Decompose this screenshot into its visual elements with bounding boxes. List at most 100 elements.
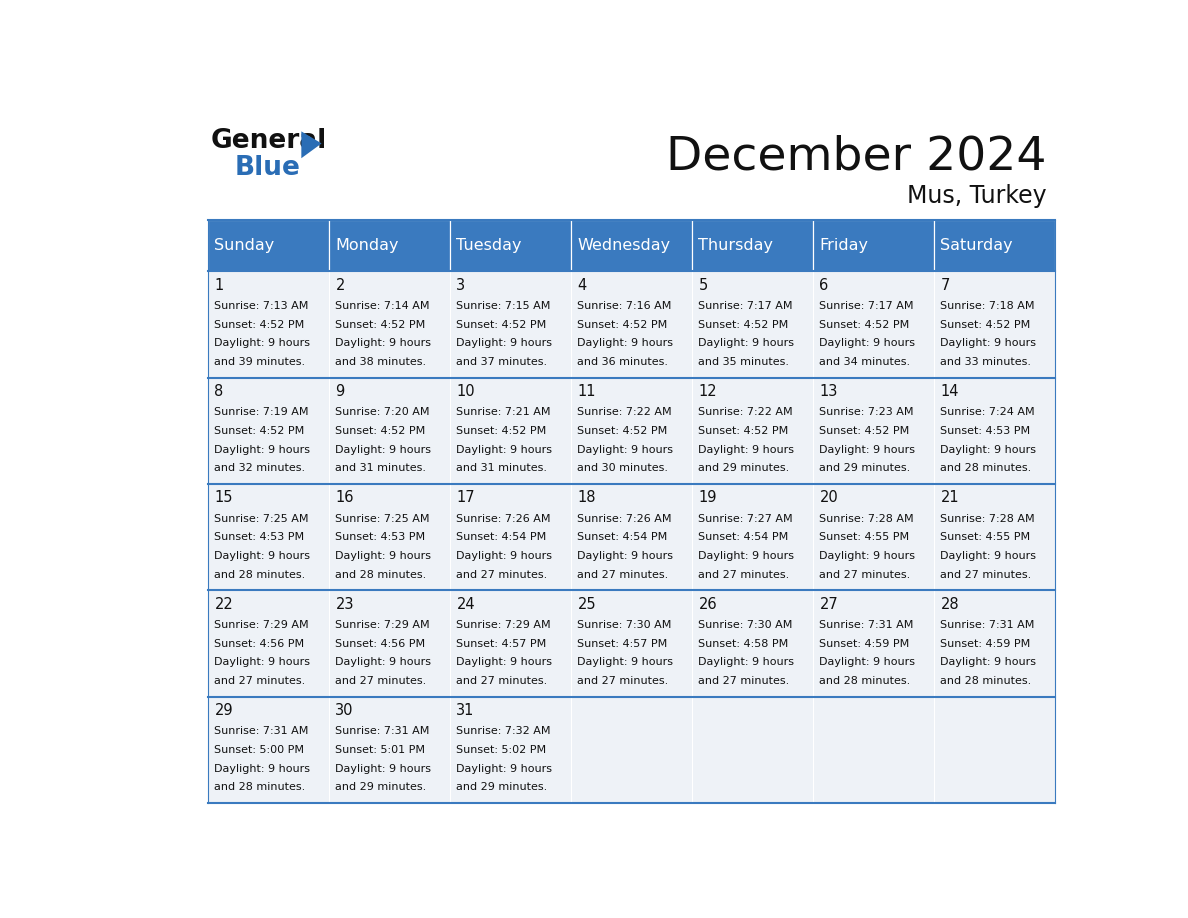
Text: Saturday: Saturday — [941, 238, 1013, 253]
Text: and 27 minutes.: and 27 minutes. — [577, 676, 669, 686]
Text: and 39 minutes.: and 39 minutes. — [214, 357, 305, 367]
Text: Sunset: 4:53 PM: Sunset: 4:53 PM — [941, 426, 1030, 436]
Text: 24: 24 — [456, 597, 475, 611]
Text: Sunset: 4:55 PM: Sunset: 4:55 PM — [820, 532, 910, 543]
Bar — [693, 697, 814, 803]
Bar — [208, 590, 329, 697]
Text: Daylight: 9 hours: Daylight: 9 hours — [335, 764, 431, 774]
Text: Sunset: 4:52 PM: Sunset: 4:52 PM — [456, 426, 546, 436]
Text: and 32 minutes.: and 32 minutes. — [214, 464, 305, 473]
Text: Friday: Friday — [820, 238, 868, 253]
Bar — [935, 697, 1055, 803]
Text: Sunrise: 7:15 AM: Sunrise: 7:15 AM — [456, 301, 551, 311]
Text: Sunset: 4:52 PM: Sunset: 4:52 PM — [941, 319, 1031, 330]
Bar — [450, 272, 571, 377]
Text: General: General — [211, 128, 328, 154]
Bar — [329, 484, 450, 590]
Text: 19: 19 — [699, 490, 716, 505]
Text: Daylight: 9 hours: Daylight: 9 hours — [577, 444, 674, 454]
Bar — [571, 219, 693, 272]
Text: Daylight: 9 hours: Daylight: 9 hours — [456, 764, 552, 774]
Text: Monday: Monday — [335, 238, 399, 253]
Text: Sunrise: 7:17 AM: Sunrise: 7:17 AM — [820, 301, 914, 311]
Text: Daylight: 9 hours: Daylight: 9 hours — [820, 339, 916, 348]
Text: and 28 minutes.: and 28 minutes. — [820, 676, 911, 686]
Text: 17: 17 — [456, 490, 475, 505]
Text: and 37 minutes.: and 37 minutes. — [456, 357, 548, 367]
Text: Sunrise: 7:30 AM: Sunrise: 7:30 AM — [699, 620, 792, 630]
Text: and 27 minutes.: and 27 minutes. — [456, 569, 548, 579]
Text: Sunset: 4:53 PM: Sunset: 4:53 PM — [335, 532, 425, 543]
Text: and 29 minutes.: and 29 minutes. — [335, 782, 426, 792]
Text: Sunrise: 7:28 AM: Sunrise: 7:28 AM — [820, 514, 914, 523]
Text: and 27 minutes.: and 27 minutes. — [699, 569, 790, 579]
Text: Sunset: 5:00 PM: Sunset: 5:00 PM — [214, 744, 304, 755]
Text: Tuesday: Tuesday — [456, 238, 522, 253]
Text: Sunrise: 7:27 AM: Sunrise: 7:27 AM — [699, 514, 794, 523]
Bar — [571, 590, 693, 697]
Text: and 27 minutes.: and 27 minutes. — [214, 676, 305, 686]
Text: Sunset: 5:02 PM: Sunset: 5:02 PM — [456, 744, 546, 755]
Text: Sunrise: 7:30 AM: Sunrise: 7:30 AM — [577, 620, 671, 630]
Text: Daylight: 9 hours: Daylight: 9 hours — [941, 339, 1036, 348]
Bar — [329, 272, 450, 377]
Text: Daylight: 9 hours: Daylight: 9 hours — [456, 444, 552, 454]
Text: Sunrise: 7:22 AM: Sunrise: 7:22 AM — [699, 408, 794, 418]
Bar — [814, 697, 935, 803]
Text: Daylight: 9 hours: Daylight: 9 hours — [941, 657, 1036, 667]
Text: Sunset: 4:52 PM: Sunset: 4:52 PM — [820, 426, 910, 436]
Text: and 28 minutes.: and 28 minutes. — [214, 782, 305, 792]
Text: Sunrise: 7:13 AM: Sunrise: 7:13 AM — [214, 301, 309, 311]
Bar — [935, 377, 1055, 484]
Text: Sunrise: 7:19 AM: Sunrise: 7:19 AM — [214, 408, 309, 418]
Text: 22: 22 — [214, 597, 233, 611]
Text: and 33 minutes.: and 33 minutes. — [941, 357, 1031, 367]
Text: and 34 minutes.: and 34 minutes. — [820, 357, 910, 367]
Text: Daylight: 9 hours: Daylight: 9 hours — [214, 551, 310, 561]
Text: and 28 minutes.: and 28 minutes. — [941, 464, 1031, 473]
Bar — [450, 219, 571, 272]
Text: Sunset: 4:59 PM: Sunset: 4:59 PM — [941, 639, 1031, 649]
Text: Wednesday: Wednesday — [577, 238, 670, 253]
Text: 30: 30 — [335, 703, 354, 718]
Bar — [571, 272, 693, 377]
Text: and 28 minutes.: and 28 minutes. — [214, 569, 305, 579]
Text: 7: 7 — [941, 278, 950, 293]
Text: 5: 5 — [699, 278, 708, 293]
Text: Daylight: 9 hours: Daylight: 9 hours — [335, 551, 431, 561]
Text: and 36 minutes.: and 36 minutes. — [577, 357, 669, 367]
Bar — [329, 697, 450, 803]
Text: Thursday: Thursday — [699, 238, 773, 253]
Text: 18: 18 — [577, 490, 596, 505]
Text: Daylight: 9 hours: Daylight: 9 hours — [335, 444, 431, 454]
Text: and 27 minutes.: and 27 minutes. — [941, 569, 1031, 579]
Text: Daylight: 9 hours: Daylight: 9 hours — [577, 551, 674, 561]
Text: 8: 8 — [214, 384, 223, 399]
Text: Daylight: 9 hours: Daylight: 9 hours — [699, 657, 795, 667]
Text: Sunset: 4:54 PM: Sunset: 4:54 PM — [577, 532, 668, 543]
Text: Sunset: 4:52 PM: Sunset: 4:52 PM — [820, 319, 910, 330]
Text: Daylight: 9 hours: Daylight: 9 hours — [941, 551, 1036, 561]
Text: 26: 26 — [699, 597, 718, 611]
Text: and 27 minutes.: and 27 minutes. — [577, 569, 669, 579]
Text: 2: 2 — [335, 278, 345, 293]
Bar — [329, 590, 450, 697]
Bar — [814, 484, 935, 590]
Text: Sunrise: 7:31 AM: Sunrise: 7:31 AM — [214, 726, 309, 736]
Text: 4: 4 — [577, 278, 587, 293]
Bar — [935, 272, 1055, 377]
Bar — [935, 219, 1055, 272]
Text: Sunset: 4:54 PM: Sunset: 4:54 PM — [456, 532, 546, 543]
Bar — [693, 484, 814, 590]
Text: Sunrise: 7:28 AM: Sunrise: 7:28 AM — [941, 514, 1035, 523]
Text: Daylight: 9 hours: Daylight: 9 hours — [456, 657, 552, 667]
Text: Sunrise: 7:31 AM: Sunrise: 7:31 AM — [941, 620, 1035, 630]
Text: Sunrise: 7:31 AM: Sunrise: 7:31 AM — [335, 726, 430, 736]
Text: Daylight: 9 hours: Daylight: 9 hours — [214, 444, 310, 454]
Text: Daylight: 9 hours: Daylight: 9 hours — [577, 657, 674, 667]
Text: Daylight: 9 hours: Daylight: 9 hours — [699, 551, 795, 561]
Text: 20: 20 — [820, 490, 839, 505]
Text: Mus, Turkey: Mus, Turkey — [906, 185, 1047, 208]
Text: and 29 minutes.: and 29 minutes. — [456, 782, 548, 792]
Polygon shape — [302, 131, 322, 158]
